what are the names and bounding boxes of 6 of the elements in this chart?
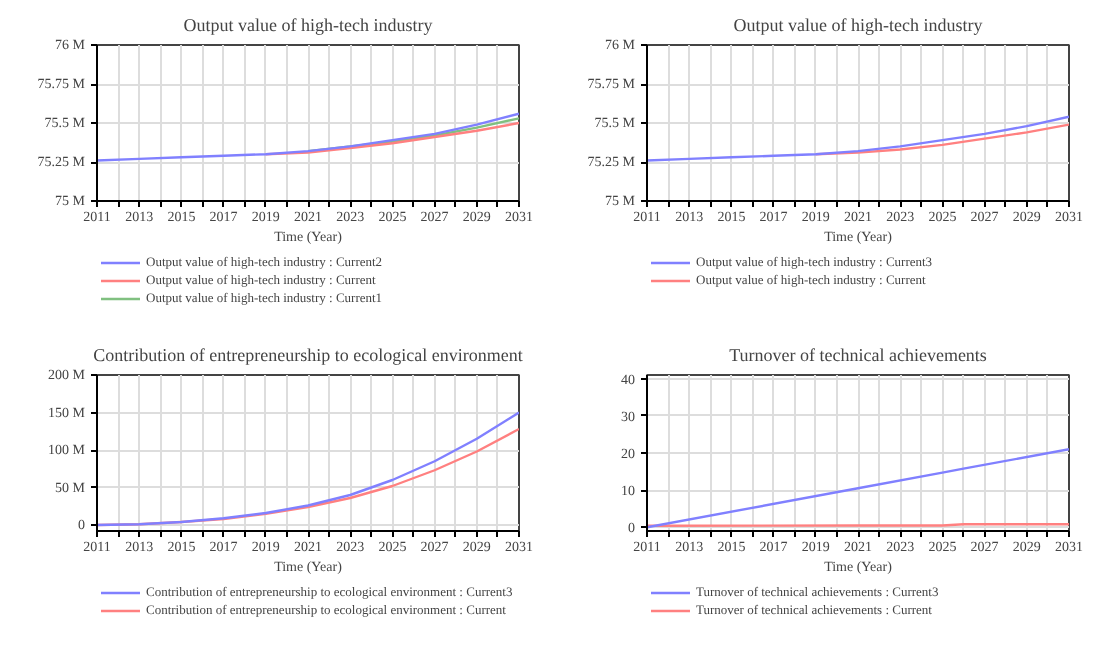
chart-title: Output value of high-tech industry — [733, 15, 984, 35]
chart-title: Output value of high-tech industry — [183, 15, 434, 35]
chart-title: Contribution of entrepreneurship to ecological environment — [93, 345, 524, 365]
line-series — [97, 112, 519, 162]
chart-title: Turnover of technical achievements — [729, 345, 988, 365]
line-series — [647, 115, 1069, 162]
